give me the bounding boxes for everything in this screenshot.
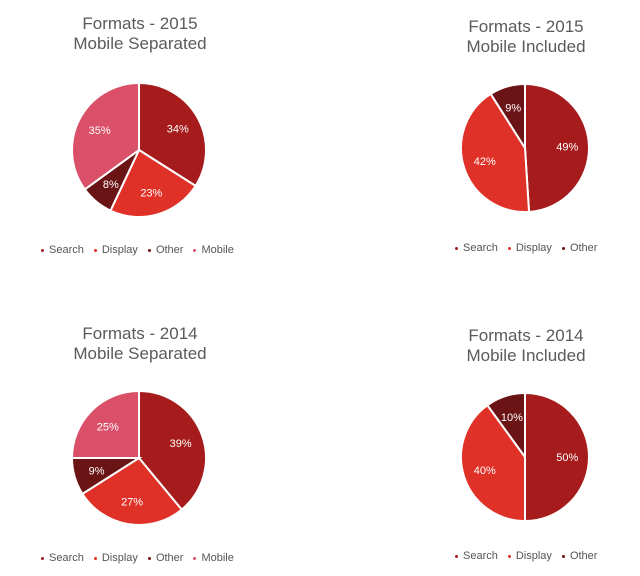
pie-slice-mobile — [70, 389, 140, 459]
legend-label: Mobile — [201, 552, 234, 564]
legend-label: Display — [515, 242, 552, 254]
pie-slice-display — [460, 92, 531, 213]
pie-3: 50% 40% 10% — [460, 391, 590, 523]
legend-item-other: Other — [561, 550, 598, 562]
chart-title-line2: Mobile Separated — [73, 34, 207, 53]
legend-swatch — [147, 556, 151, 560]
legend-swatch — [193, 248, 197, 252]
legend-swatch — [507, 246, 511, 250]
chart-title-line2: Mobile Included — [466, 37, 586, 56]
legend-item-search: Search — [41, 552, 84, 564]
pie-slice-other — [489, 82, 526, 152]
chart-title-line1: Formats - 2015 — [82, 14, 198, 33]
legend-label: Search — [463, 242, 498, 254]
chart-title: Formats - 2015 Mobile Separated — [50, 14, 230, 54]
legend-swatch — [93, 556, 97, 560]
legend-item-display: Display — [93, 244, 138, 256]
pie-slice-label-other: 9% — [89, 465, 105, 477]
pie-slice-display — [81, 456, 184, 526]
legend-item-mobile: Mobile — [193, 244, 234, 256]
legend-item-other: Other — [147, 244, 184, 256]
legend-2014-mobile-separated: Search Display Other Mobile — [41, 552, 244, 564]
legend-item-mobile: Mobile — [193, 552, 234, 564]
pie-slice-label-display: 42% — [474, 156, 496, 168]
pie-slice-display — [460, 403, 526, 523]
pie-slice-search — [138, 389, 207, 512]
pie-0: 34% 23% 8% 35% — [71, 81, 207, 218]
pie-slice-label-search: 39% — [170, 438, 192, 450]
legend-label: Other — [155, 244, 184, 256]
pie-slice-search — [524, 391, 590, 523]
legend-label: Search — [463, 550, 498, 562]
legend-label: Mobile — [201, 244, 234, 256]
legend-label: Display — [101, 244, 138, 256]
chart-title-line2: Mobile Separated — [73, 344, 207, 363]
chart-title-line1: Formats - 2014 — [82, 324, 198, 343]
pie-2: 39% 27% 9% 25% — [70, 389, 207, 526]
chart-title: Formats - 2015 Mobile Included — [436, 17, 616, 57]
legend-swatch — [561, 246, 565, 250]
pie-1: 49% 42% 9% — [460, 82, 590, 213]
legend-item-display: Display — [507, 242, 552, 254]
legend-item-display: Display — [93, 552, 138, 564]
pie-slice-other — [485, 391, 526, 461]
legend-label: Other — [569, 550, 598, 562]
legend-swatch — [193, 556, 197, 560]
legend-label: Other — [155, 552, 184, 564]
legend-2015-mobile-included: Search Display Other — [455, 242, 607, 254]
legend-label: Display — [515, 550, 552, 562]
legend-2014-mobile-included: Search Display Other — [455, 550, 607, 562]
legend-swatch — [147, 248, 151, 252]
pie-slice-label-other: 8% — [103, 179, 119, 191]
pie-slice-label-mobile: 35% — [89, 125, 111, 137]
legend-2015-mobile-separated: Search Display Other Mobile — [41, 244, 244, 256]
legend-swatch — [41, 556, 44, 560]
legend-swatch — [93, 248, 97, 252]
pie-slice-label-search: 50% — [556, 452, 578, 464]
pie-slice-search — [524, 82, 590, 213]
legend-item-search: Search — [41, 244, 84, 256]
chart-title-line1: Formats - 2014 — [468, 326, 584, 345]
legend-label: Search — [49, 244, 84, 256]
legend-swatch — [455, 554, 458, 558]
chart-title: Formats - 2014 Mobile Included — [436, 326, 616, 366]
legend-swatch — [561, 554, 565, 558]
legend-item-other: Other — [147, 552, 184, 564]
chart-title-line1: Formats - 2015 — [468, 17, 584, 36]
legend-item-other: Other — [561, 242, 598, 254]
pie-slice-label-other: 9% — [505, 102, 521, 114]
pie-slice-label-display: 40% — [474, 465, 496, 477]
chart-title-line2: Mobile Included — [466, 346, 586, 365]
pie-slice-label-display: 23% — [140, 187, 162, 199]
pie-slice-label-mobile: 25% — [97, 422, 119, 434]
pie-slice-label-search: 49% — [556, 142, 578, 154]
pie-slice-mobile — [71, 81, 140, 191]
pie-slice-label-other: 10% — [501, 412, 523, 424]
legend-item-search: Search — [455, 242, 498, 254]
chart-title: Formats - 2014 Mobile Separated — [50, 324, 230, 364]
legend-swatch — [507, 554, 511, 558]
pie-slice-label-search: 34% — [167, 124, 189, 136]
legend-label: Other — [569, 242, 598, 254]
legend-label: Display — [101, 552, 138, 564]
legend-item-display: Display — [507, 550, 552, 562]
legend-swatch — [41, 248, 44, 252]
pie-slice-label-display: 27% — [121, 497, 143, 509]
legend-swatch — [455, 246, 458, 250]
legend-label: Search — [49, 552, 84, 564]
legend-item-search: Search — [455, 550, 498, 562]
